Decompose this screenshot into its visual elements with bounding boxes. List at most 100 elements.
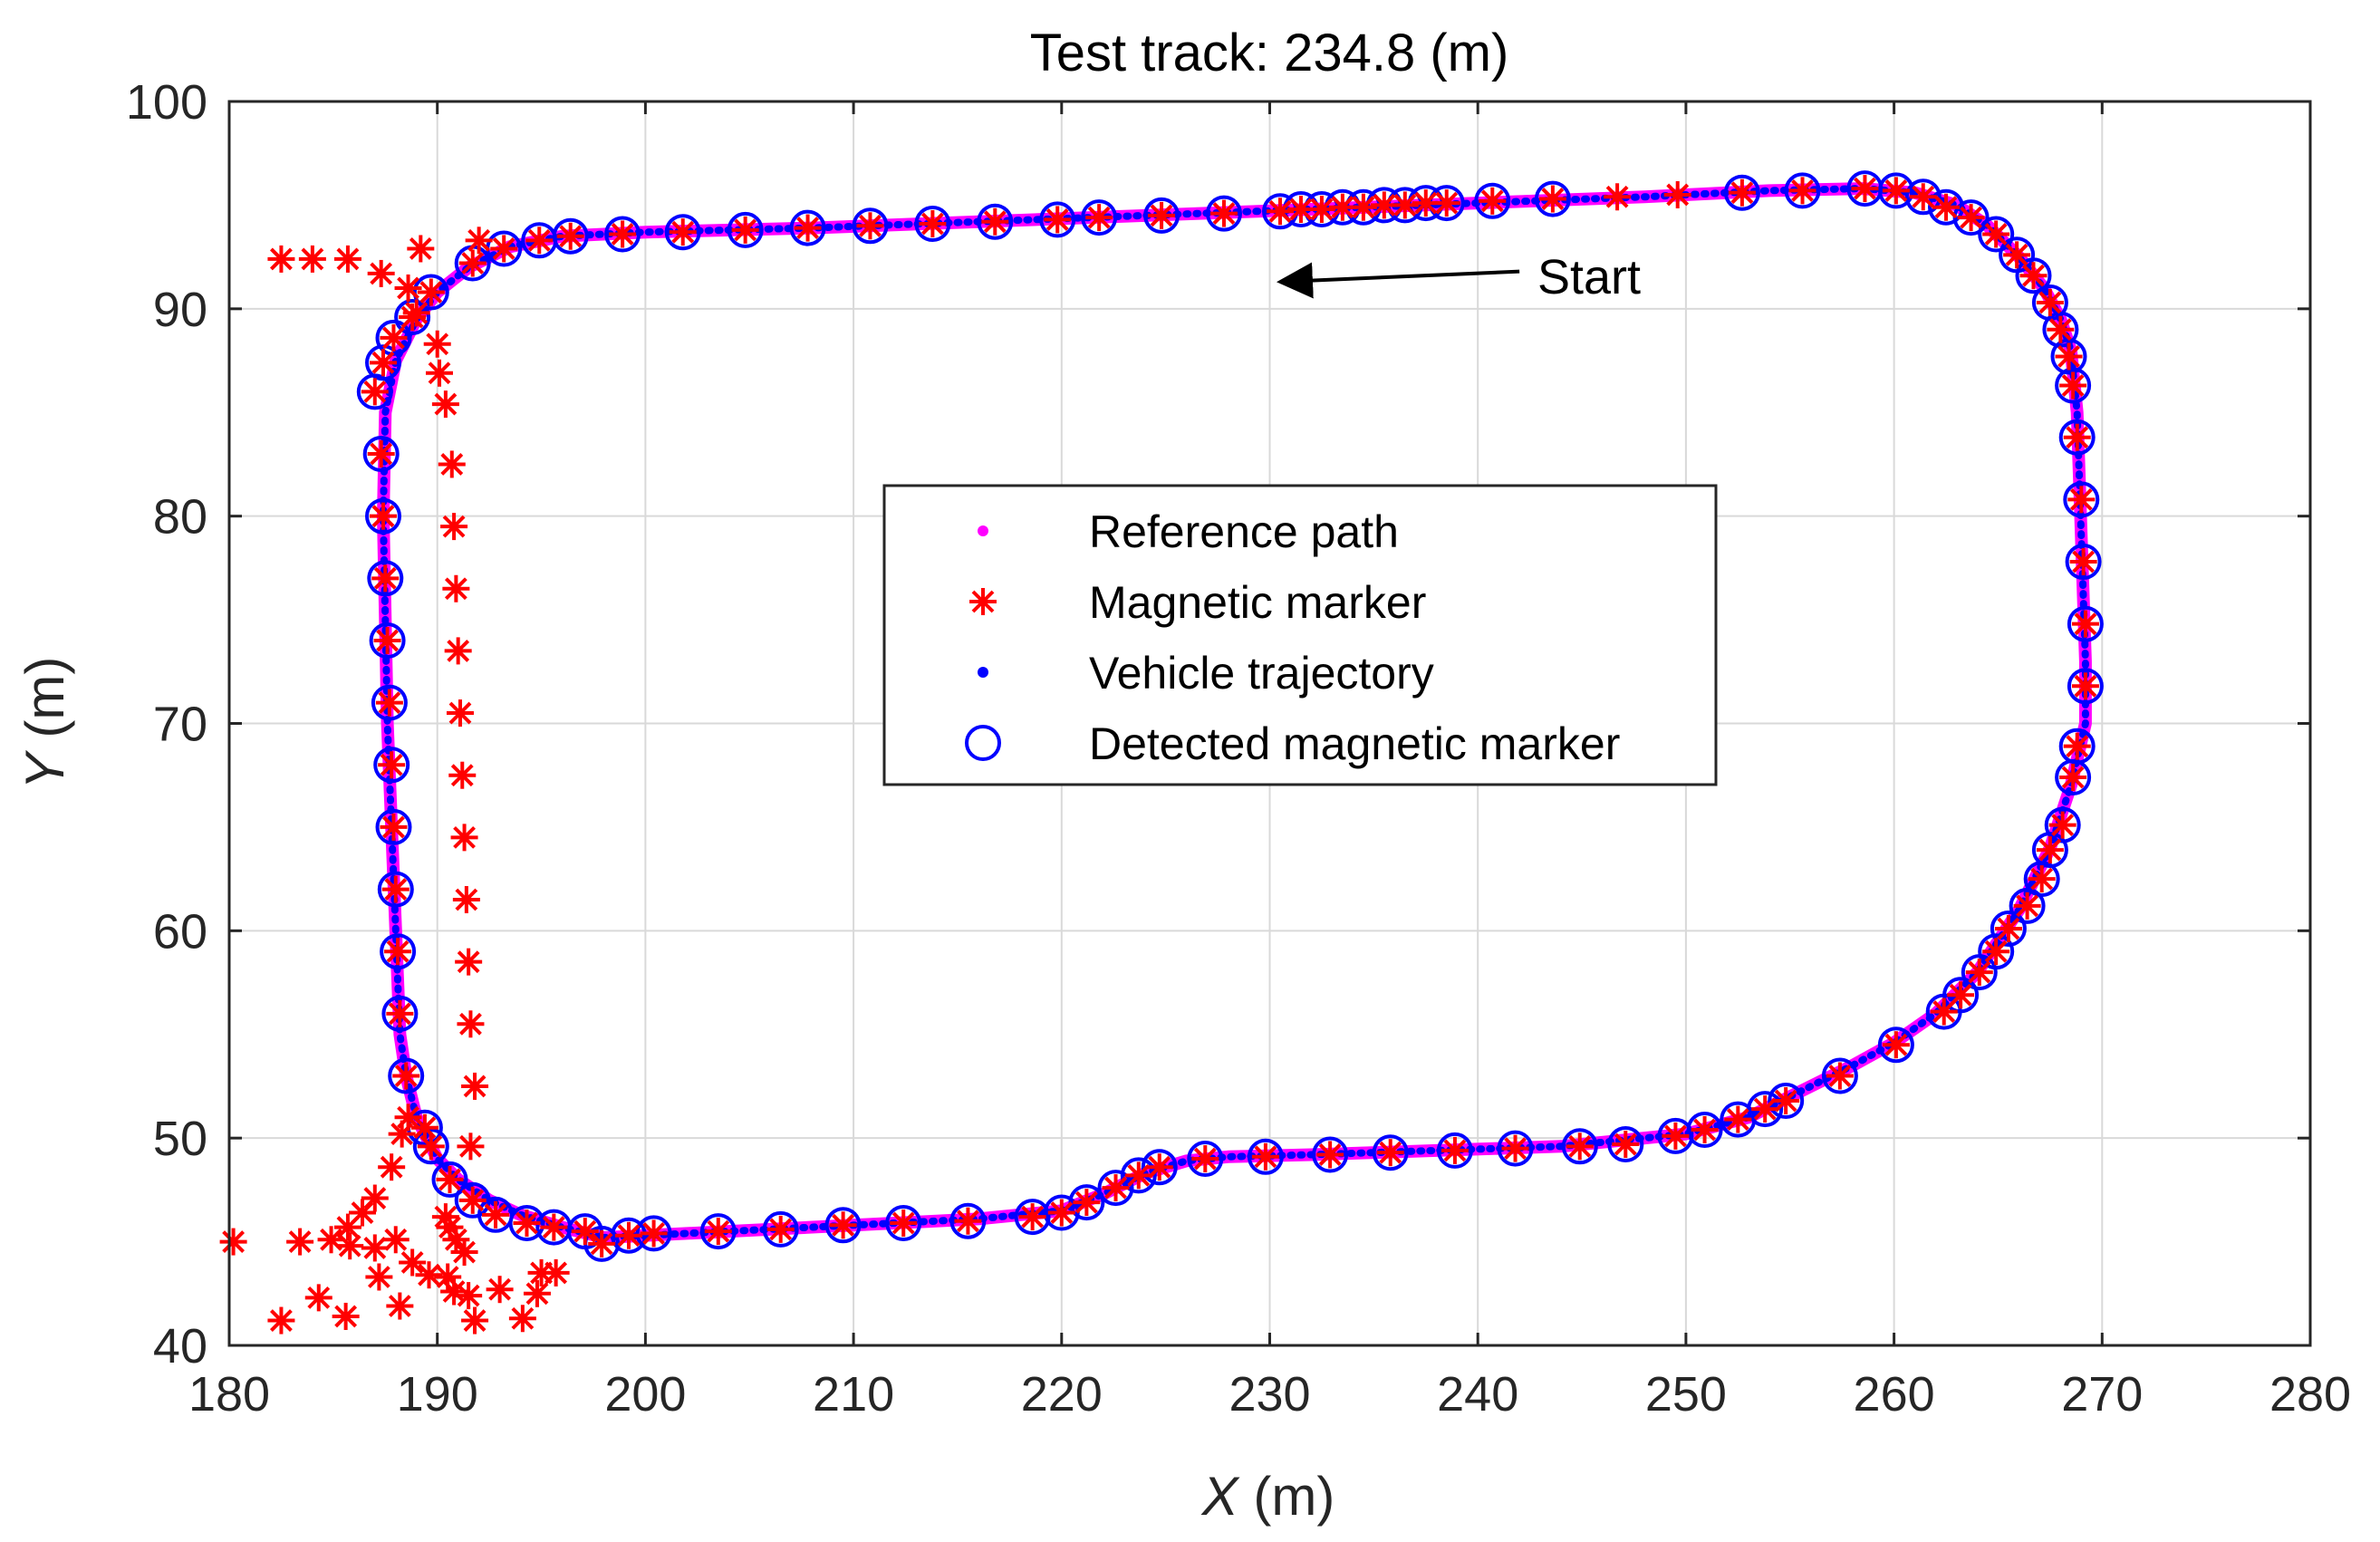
detected-marker-point <box>852 207 889 245</box>
magnetic-marker-point <box>361 378 389 406</box>
chart-title: Test track: 234.8 (m) <box>1030 24 1509 82</box>
magnetic-marker-point <box>981 207 1009 236</box>
magnetic-marker-point <box>425 359 453 387</box>
x-tick-label: 280 <box>2269 1367 2351 1422</box>
magnetic-marker-point <box>378 751 406 779</box>
magnetic-marker-point <box>1148 201 1176 229</box>
magnetic-markers-layer <box>219 175 2099 1335</box>
detected-marker-point <box>789 209 826 246</box>
magnetic-marker-point <box>2059 371 2087 400</box>
magnetic-marker-point <box>219 1228 247 1256</box>
magnetic-marker-point <box>384 938 412 966</box>
magnetic-marker-point <box>1266 198 1294 226</box>
magnetic-marker-point <box>1965 959 1993 987</box>
magnetic-marker-point <box>482 1200 510 1229</box>
detected-marker-point <box>1497 1130 1534 1167</box>
magnetic-marker-point <box>1930 997 1958 1026</box>
magnetic-marker-point <box>386 1292 414 1320</box>
detected-marker-point <box>914 206 951 242</box>
detected-marker-point <box>388 1057 425 1094</box>
detected-marker-point <box>377 871 414 908</box>
magnetic-marker-point <box>434 1263 462 1291</box>
detected-marker-point <box>2055 759 2092 795</box>
detected-marker-point <box>381 995 419 1032</box>
detected-marker-point <box>2009 887 2046 924</box>
magnetic-marker-point <box>542 1258 570 1287</box>
magnetic-marker-point <box>513 1209 541 1237</box>
magnetic-marker-point <box>1982 220 2010 248</box>
magnetic-marker-point <box>1376 1139 1404 1167</box>
magnetic-marker-point <box>954 1207 982 1235</box>
magnetic-marker-point <box>540 1213 568 1241</box>
magnetic-marker-point <box>1691 1116 1719 1144</box>
detected-marker-point <box>1904 178 1942 216</box>
y-axis-label: Y (m) <box>14 657 75 790</box>
magnetic-marker-point <box>392 1062 420 1090</box>
legend-item-detected-marker: Detected magnetic marker <box>965 718 1620 769</box>
legend-label-magnetic: Magnetic marker <box>1089 577 1426 628</box>
detected-marker-point <box>1474 182 1511 219</box>
detected-marker-point <box>1723 174 1760 211</box>
magnetic-marker-point <box>508 1305 536 1333</box>
magnetic-marker-point <box>452 886 480 914</box>
magnetic-marker-point <box>1073 1189 1101 1217</box>
magnetic-marker-point <box>450 1238 478 1267</box>
detected-marker-point <box>1686 1112 1723 1148</box>
magnetic-marker-point <box>640 1219 668 1248</box>
magnetic-marker-point <box>380 813 408 841</box>
detected-marker-point <box>365 497 401 535</box>
detected-marker-point <box>1607 1126 1644 1162</box>
magnetic-marker-point <box>1612 1131 1640 1159</box>
magnetic-marker-point <box>336 1232 364 1260</box>
magnetic-marker-point <box>1479 187 1507 215</box>
magnetic-marker-point <box>317 1226 345 1254</box>
magnetic-marker-point <box>333 245 361 273</box>
detected-marker-point <box>1206 195 1242 232</box>
magnetic-marker-point <box>571 1218 599 1246</box>
magnetic-marker-point <box>2036 836 2064 864</box>
magnetic-marker-point <box>407 235 435 263</box>
detected-marker-point <box>367 560 404 597</box>
detected-marker-point <box>373 747 410 784</box>
magnetic-marker-point <box>2063 732 2091 760</box>
legend-dot-vehicle <box>978 667 988 678</box>
magnetic-marker-point <box>1085 204 1113 232</box>
magnetic-marker-point <box>2067 486 2096 514</box>
detected-marker-point <box>1436 1132 1473 1169</box>
magnetic-marker-point <box>1751 1095 1779 1123</box>
detected-marker-point <box>412 1128 449 1165</box>
magnetic-marker-point <box>371 564 400 593</box>
detected-marker-point <box>1187 1141 1224 1177</box>
legend-label-reference: Reference path <box>1089 506 1399 557</box>
magnetic-marker-point <box>556 222 584 250</box>
x-axis-label: X (m) <box>1200 1466 1335 1527</box>
magnetic-marker-point <box>461 1072 489 1100</box>
magnetic-marker-point <box>444 637 472 665</box>
magnetic-marker-point <box>2019 262 2048 290</box>
magnetic-marker-point <box>615 1221 643 1249</box>
y-tick-label: 60 <box>153 904 207 959</box>
detected-marker-point <box>1657 1117 1694 1154</box>
magnetic-marker-point <box>438 450 466 478</box>
detected-marker-point <box>1312 1136 1349 1173</box>
magnetic-marker-point <box>267 1306 295 1335</box>
magnetic-marker-point <box>446 699 474 728</box>
magnetic-marker-point <box>440 513 468 541</box>
magnetic-marker-point <box>457 1132 485 1161</box>
detected-marker-point <box>2067 668 2104 705</box>
magnetic-marker-point <box>523 1279 551 1307</box>
detected-marker-point <box>2015 257 2052 294</box>
legend-item-vehicle-trajectory: Vehicle trajectory <box>978 648 1434 699</box>
magnetic-marker-point <box>361 1234 389 1262</box>
magnetic-marker-point <box>1851 175 1879 203</box>
detected-marker-point <box>2058 419 2096 456</box>
magnetic-marker-point <box>1932 193 1961 221</box>
detected-marker-point <box>2055 367 2092 404</box>
detected-marker-point <box>552 217 589 255</box>
magnetic-marker-point <box>369 502 397 530</box>
magnetic-marker-point <box>455 1282 483 1310</box>
magnetic-marker-point <box>458 1186 487 1214</box>
x-tick-label: 240 <box>1437 1367 1518 1422</box>
magnetic-marker-point <box>1724 1105 1752 1133</box>
